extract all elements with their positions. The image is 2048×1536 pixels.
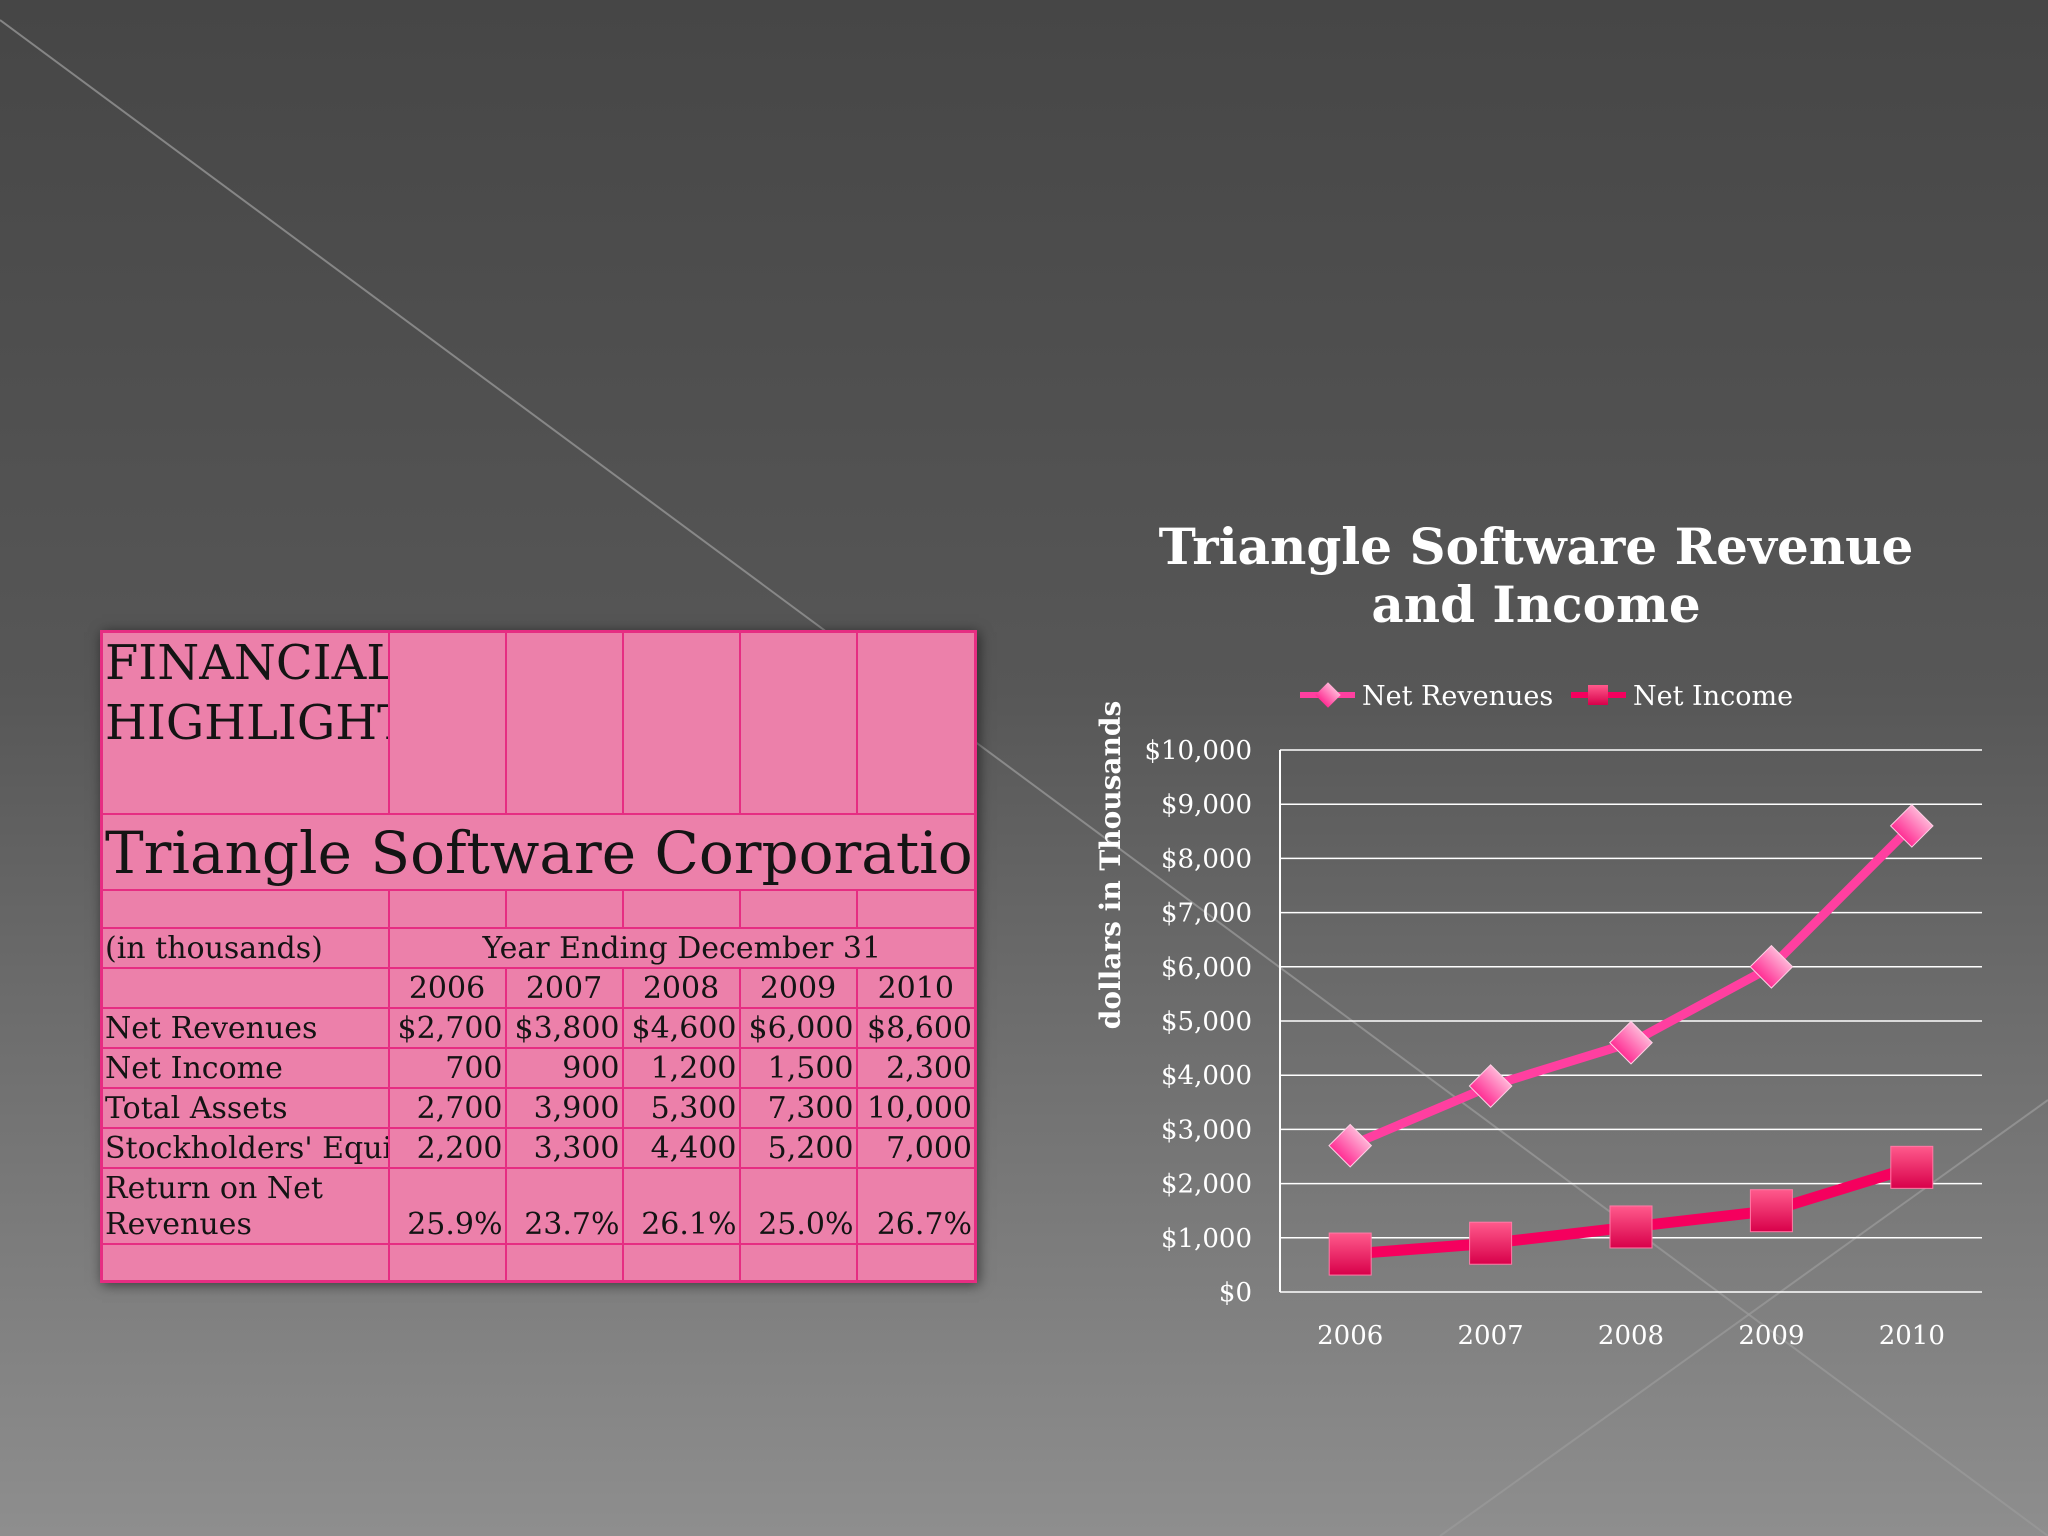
y-tick-label: $9,000 — [1161, 790, 1252, 820]
table-row: Total Assets 2,700 3,900 5,300 7,300 10,… — [100, 1086, 977, 1129]
data-point — [1749, 1189, 1793, 1233]
units-label: (in thousands) — [100, 926, 390, 969]
data-point — [1469, 1221, 1513, 1265]
company-name: Triangle Software Corporation — [100, 812, 977, 891]
y-tick-label: $3,000 — [1161, 1115, 1252, 1145]
y-tick-label: $4,000 — [1161, 1061, 1252, 1091]
revenue-income-chart: Triangle Software Revenue and Income Net… — [1094, 517, 1982, 1351]
table-cell: 23.7% — [504, 1166, 624, 1245]
x-axis-ticks: 2006 2007 2008 2009 2010 — [1317, 1321, 1945, 1351]
table-cell: $6,000 — [738, 1006, 858, 1049]
row-label: Return on Net Revenues — [100, 1166, 390, 1245]
table-cell: 2,200 — [387, 1126, 507, 1169]
table-cell: 4,400 — [621, 1126, 741, 1169]
chart-legend: Net Revenues Net Income — [1300, 681, 1793, 712]
table-cell: 3,900 — [504, 1086, 624, 1129]
row-label: Total Assets — [100, 1086, 390, 1129]
chart-title-line-1: Triangle Software Revenue — [1159, 517, 1914, 576]
table-heading-row: FINANCIAL HIGHLIGHTS — [100, 630, 977, 815]
table-cell: 900 — [504, 1046, 624, 1089]
year-header: 2010 — [855, 966, 977, 1009]
company-row: Triangle Software Corporation — [100, 812, 977, 891]
y-tick-label: $0 — [1219, 1278, 1252, 1308]
data-point — [1890, 1145, 1934, 1189]
x-tick-label: 2008 — [1598, 1321, 1664, 1351]
data-point — [1328, 1123, 1373, 1168]
table-row: Stockholders' Equity 2,200 3,300 4,400 5… — [100, 1126, 977, 1169]
table-cell: 26.1% — [621, 1166, 741, 1245]
data-point — [1328, 1232, 1372, 1276]
table-cell: 2,700 — [387, 1086, 507, 1129]
table-cell: 2,300 — [855, 1046, 977, 1089]
table-cell: $8,600 — [855, 1006, 977, 1049]
y-axis-label: dollars in Thousands — [1094, 701, 1127, 1030]
table-cell: $2,700 — [387, 1006, 507, 1049]
row-label: Net Revenues — [100, 1006, 390, 1049]
table-cell: 1,500 — [738, 1046, 858, 1089]
table-cell: 5,300 — [621, 1086, 741, 1129]
x-tick-label: 2007 — [1458, 1321, 1524, 1351]
table-cell: 700 — [387, 1046, 507, 1089]
table-cell: 3,300 — [504, 1126, 624, 1169]
chart-title-line-2: and Income — [1371, 575, 1700, 634]
series-net-revenues — [1328, 803, 1934, 1168]
year-header: 2008 — [621, 966, 741, 1009]
table-cell: 25.0% — [738, 1166, 858, 1245]
table-cell: $3,800 — [504, 1006, 624, 1049]
y-tick-label: $8,000 — [1161, 844, 1252, 874]
y-tick-label: $2,000 — [1161, 1170, 1252, 1200]
x-tick-label: 2010 — [1879, 1321, 1945, 1351]
x-tick-label: 2006 — [1317, 1321, 1383, 1351]
table-cell: 26.7% — [855, 1166, 977, 1245]
year-header: 2009 — [738, 966, 858, 1009]
table-cell: 5,200 — [738, 1126, 858, 1169]
table-cell: $4,600 — [621, 1006, 741, 1049]
data-point — [1749, 944, 1794, 989]
y-tick-label: $5,000 — [1161, 1007, 1252, 1037]
year-header: 2006 — [387, 966, 507, 1009]
legend-label-net-income: Net Income — [1633, 681, 1793, 712]
y-axis-ticks: $0 $1,000 $2,000 $3,000 $4,000 $5,000 $6,000 $7… — [1144, 736, 1252, 1308]
data-point — [1889, 803, 1934, 848]
data-point — [1609, 1020, 1653, 1065]
data-point — [1609, 1205, 1653, 1249]
table-row: Net Income 700 900 1,200 1,500 2,300 — [100, 1046, 977, 1089]
period-label: Year Ending December 31 — [387, 926, 977, 969]
legend-label-net-revenues: Net Revenues — [1362, 681, 1553, 712]
table-row: Net Revenues $2,700 $3,800 $4,600 $6,000… — [100, 1006, 977, 1049]
table-cell: 1,200 — [621, 1046, 741, 1089]
financial-highlights-table: FINANCIAL HIGHLIGHTS Triangle Software C… — [100, 630, 977, 1283]
series-net-income — [1328, 1145, 1934, 1276]
years-row: 2006 2007 2008 2009 2010 — [100, 966, 977, 1009]
row-label: Net Income — [100, 1046, 390, 1089]
table-cell: 25.9% — [387, 1166, 507, 1245]
period-row: (in thousands) Year Ending December 31 — [100, 926, 977, 969]
legend-marker-net-income — [1588, 685, 1608, 705]
spacer-row — [100, 888, 977, 929]
y-tick-label: $1,000 — [1161, 1224, 1252, 1254]
table-row: Return on Net Revenues 25.9% 23.7% 26.1%… — [100, 1166, 977, 1245]
legend-marker-net-revenues — [1315, 682, 1341, 708]
y-tick-label: $10,000 — [1144, 736, 1252, 766]
row-label: Stockholders' Equity — [100, 1126, 390, 1169]
year-header: 2007 — [504, 966, 624, 1009]
x-tick-label: 2009 — [1738, 1321, 1804, 1351]
table-cell: 7,000 — [855, 1126, 977, 1169]
chart-series — [1328, 803, 1934, 1276]
data-point — [1468, 1064, 1513, 1108]
y-tick-label: $7,000 — [1161, 899, 1252, 929]
table-cell: 7,300 — [738, 1086, 858, 1129]
y-tick-label: $6,000 — [1161, 953, 1252, 983]
spacer-row — [100, 1242, 977, 1283]
table-heading: FINANCIAL HIGHLIGHTS — [100, 630, 390, 815]
table-cell: 10,000 — [855, 1086, 977, 1129]
series-line — [1348, 822, 1915, 1150]
